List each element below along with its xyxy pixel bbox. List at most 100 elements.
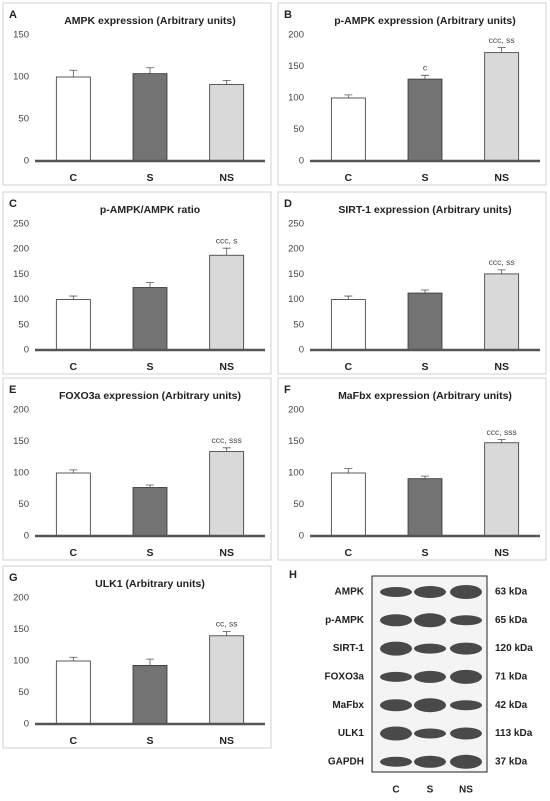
- y-tick-label: 100: [288, 294, 304, 305]
- panel-letter: B: [284, 9, 292, 21]
- x-tick-label: S: [146, 172, 153, 184]
- y-tick-label: 150: [13, 624, 29, 635]
- protein-label: p-AMPK: [325, 615, 365, 626]
- panel-frame: [277, 191, 547, 375]
- protein-label: FOXO3a: [325, 672, 365, 683]
- error-bar: [146, 282, 154, 288]
- bar: [55, 76, 91, 162]
- x-tick-label: NS: [219, 361, 234, 373]
- error-bar: [69, 69, 78, 77]
- bar: [209, 635, 245, 725]
- bar: [132, 665, 168, 725]
- x-tick-label: NS: [219, 735, 234, 747]
- x-tick-label: C: [70, 735, 78, 747]
- error-bar: [421, 475, 429, 479]
- band: [380, 641, 412, 656]
- x-tick-label: S: [421, 172, 428, 184]
- error-bar: [344, 94, 353, 98]
- size-label: 63 kDa: [495, 587, 528, 598]
- error-bar: [497, 269, 506, 274]
- error-bar: [69, 295, 78, 300]
- panel-frame: [2, 2, 272, 186]
- bar: [55, 472, 91, 537]
- chart-title: FOXO3a expression (Arbitrary units): [59, 390, 241, 402]
- x-tick-label: S: [421, 547, 428, 559]
- chart-title: MaFbx expression (Arbitrary units): [338, 390, 512, 402]
- x-tick-label: S: [146, 735, 153, 747]
- y-tick-label: 150: [13, 269, 29, 280]
- error-bar: [146, 67, 154, 74]
- protein-label: ULK1: [338, 728, 365, 739]
- size-label: 37 kDa: [495, 756, 528, 767]
- y-tick-label: 100: [288, 93, 304, 104]
- x-tick-label: C: [345, 547, 353, 559]
- bar: [407, 478, 443, 537]
- band: [414, 728, 446, 739]
- y-tick-label: 100: [13, 294, 29, 305]
- band: [414, 670, 446, 683]
- y-tick-label: 100: [288, 468, 304, 479]
- y-tick-label: 50: [18, 114, 29, 125]
- error-bar: [344, 295, 353, 300]
- x-tick-label: C: [70, 361, 78, 373]
- band: [450, 727, 482, 740]
- lane-label: NS: [459, 785, 473, 796]
- x-tick-label: C: [345, 361, 353, 373]
- error-bar: [222, 630, 231, 636]
- y-tick-label: 200: [288, 30, 304, 41]
- y-tick-label: 50: [18, 499, 29, 510]
- y-tick-label: 150: [288, 436, 304, 447]
- y-tick-label: 50: [18, 319, 29, 330]
- bar: [132, 487, 168, 537]
- annotation: ccc, sss: [487, 427, 517, 437]
- bar: [330, 97, 366, 162]
- lane-label: S: [427, 785, 434, 796]
- y-tick-label: 200: [13, 593, 29, 604]
- error-bar: [69, 469, 78, 473]
- bar: [55, 660, 91, 725]
- band: [450, 585, 482, 599]
- y-tick-label: 250: [288, 219, 304, 230]
- panel-letter: H: [289, 569, 297, 581]
- y-tick-label: 150: [288, 61, 304, 72]
- band: [450, 754, 482, 769]
- protein-label: GAPDH: [328, 756, 364, 767]
- band: [414, 755, 446, 768]
- band: [450, 669, 482, 684]
- panel-frame: [277, 2, 547, 186]
- band: [414, 698, 446, 713]
- x-tick-label: C: [345, 172, 353, 184]
- band: [414, 613, 446, 628]
- y-tick-label: 0: [24, 156, 29, 167]
- size-label: 120 kDa: [495, 643, 533, 654]
- y-tick-label: 0: [299, 345, 304, 356]
- chart-title: p-AMPK/AMPK ratio: [100, 204, 200, 216]
- band: [380, 587, 412, 597]
- panel-letter: C: [9, 198, 17, 210]
- size-label: 42 kDa: [495, 700, 528, 711]
- y-tick-label: 150: [288, 269, 304, 280]
- chart-title: SIRT-1 expression (Arbitrary units): [338, 204, 511, 216]
- bar: [209, 84, 245, 162]
- bar: [484, 52, 520, 162]
- y-tick-label: 0: [299, 531, 304, 542]
- bar: [132, 73, 168, 162]
- protein-label: AMPK: [335, 587, 365, 598]
- y-tick-label: 150: [13, 436, 29, 447]
- x-tick-label: NS: [494, 172, 509, 184]
- panel-frame: [2, 377, 272, 561]
- y-tick-label: 0: [24, 345, 29, 356]
- band: [380, 726, 412, 741]
- annotation: cc, ss: [216, 619, 238, 629]
- y-tick-label: 100: [13, 468, 29, 479]
- x-tick-label: C: [70, 172, 78, 184]
- bar: [55, 299, 91, 351]
- y-tick-label: 150: [13, 30, 29, 41]
- error-bar: [222, 447, 231, 452]
- size-label: 71 kDa: [495, 672, 528, 683]
- y-tick-label: 100: [13, 656, 29, 667]
- annotation: ccc, ss: [489, 35, 515, 45]
- size-label: 65 kDa: [495, 615, 528, 626]
- x-tick-label: NS: [494, 547, 509, 559]
